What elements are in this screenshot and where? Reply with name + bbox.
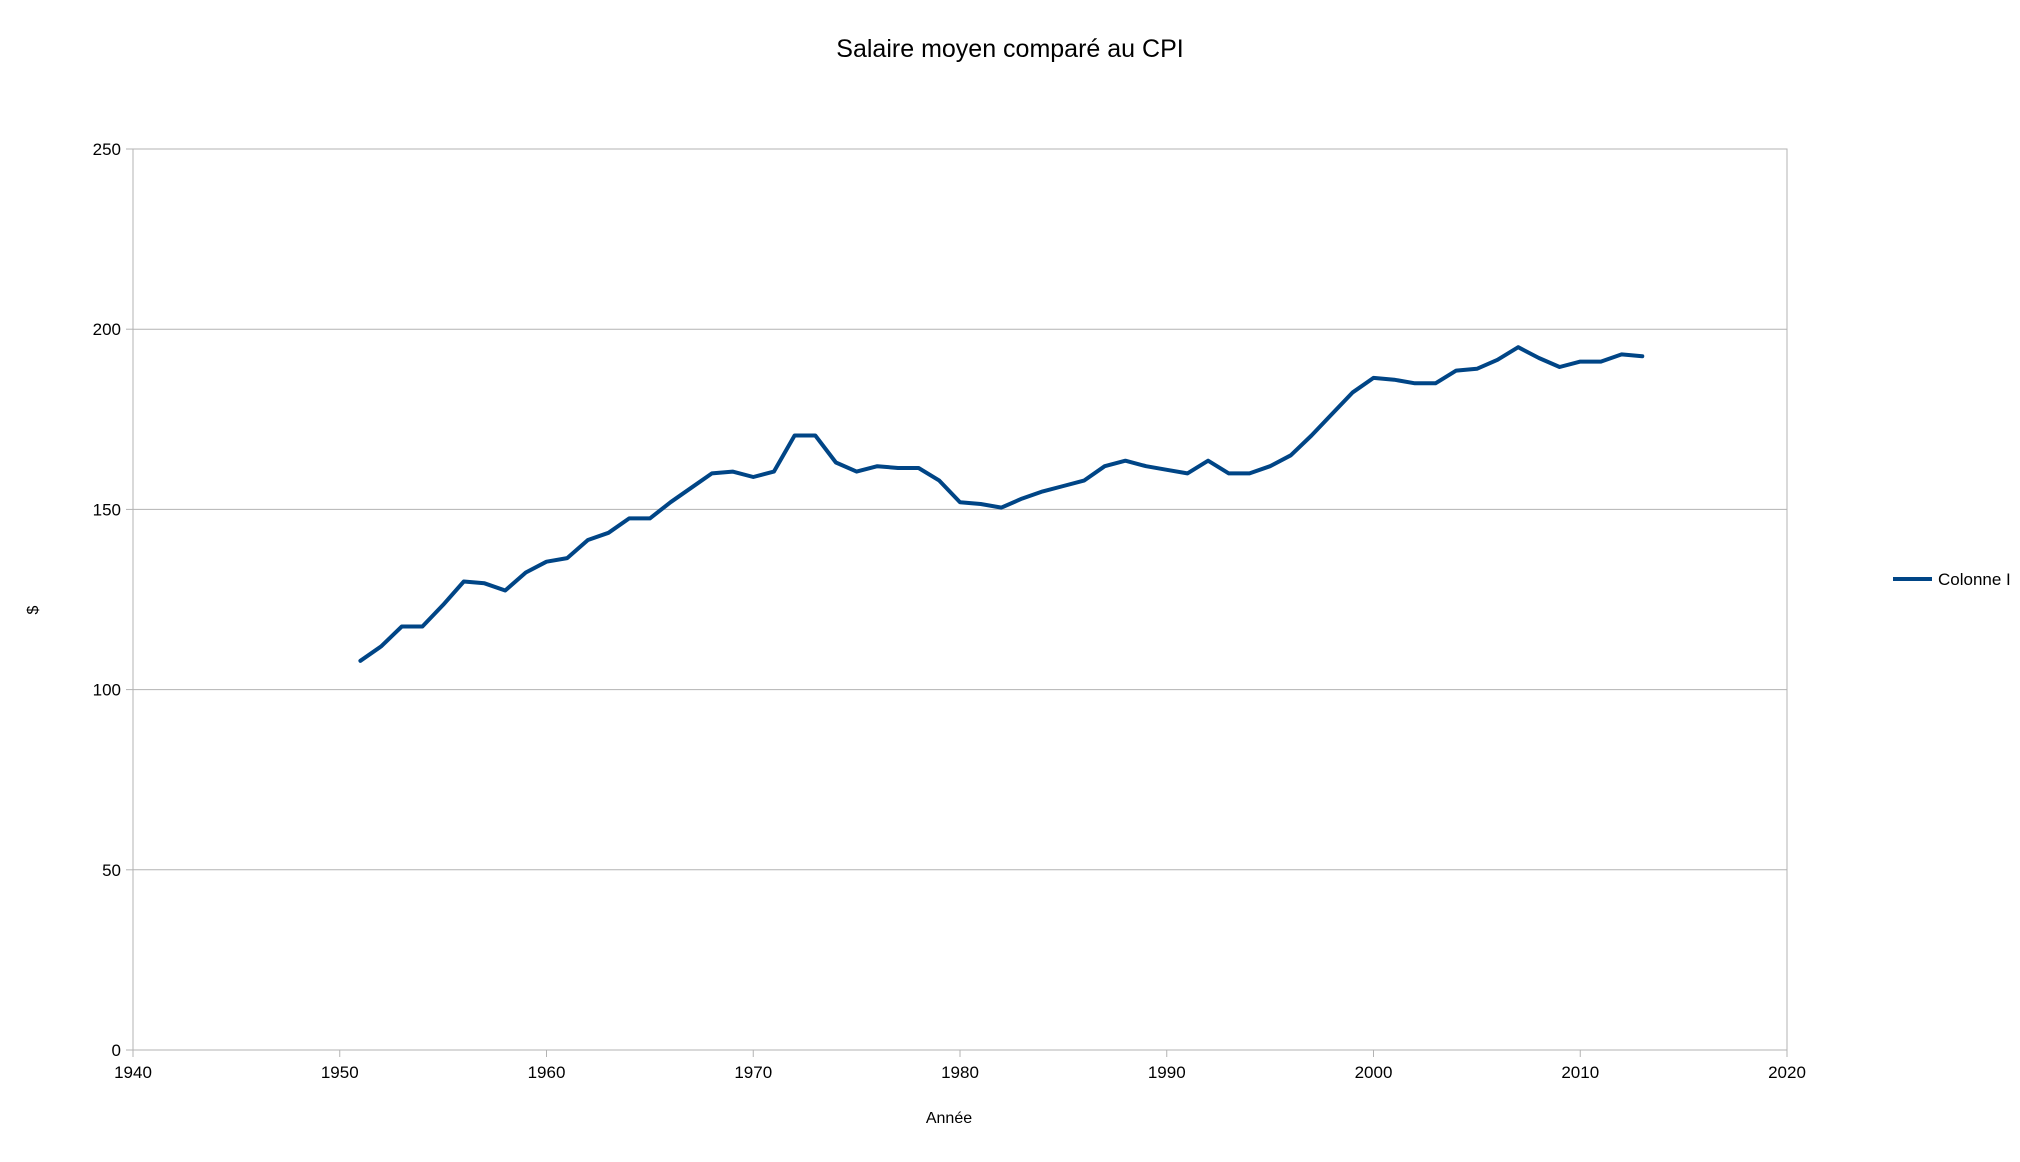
x-tick-label-3: 1970 [734,1063,772,1082]
y-tick-label-1: 50 [102,861,121,880]
x-tick-label-1: 1950 [321,1063,359,1082]
x-axis-ticks: 1940 1950 1960 1970 1980 1990 2000 2010 2020 [114,1050,1806,1082]
legend: Colonne I [1893,570,2011,589]
series-line-0 [360,347,1642,661]
y-tick-label-4: 200 [93,320,121,339]
x-tick-label-0: 1940 [114,1063,152,1082]
y-tick-label-3: 150 [93,500,121,519]
x-tick-label-7: 2010 [1561,1063,1599,1082]
y-tick-label-2: 100 [93,681,121,700]
y-tick-label-5: 250 [93,140,121,159]
x-tick-label-4: 1980 [941,1063,979,1082]
plot-frame [133,149,1787,1050]
chart-title: Salaire moyen comparé au CPI [836,35,1183,63]
series-layer [360,347,1642,661]
grid-lines [133,149,1787,1050]
legend-label: Colonne I [1938,570,2011,589]
y-tick-label-0: 0 [112,1041,121,1060]
y-axis-label: $ [25,605,42,614]
x-tick-label-5: 1990 [1148,1063,1186,1082]
x-axis-label: Année [926,1110,972,1127]
x-tick-label-8: 2020 [1768,1063,1806,1082]
x-tick-label-6: 2000 [1355,1063,1393,1082]
x-tick-label-2: 1960 [528,1063,566,1082]
y-axis-ticks: 0 50 100 150 200 250 [93,140,133,1060]
